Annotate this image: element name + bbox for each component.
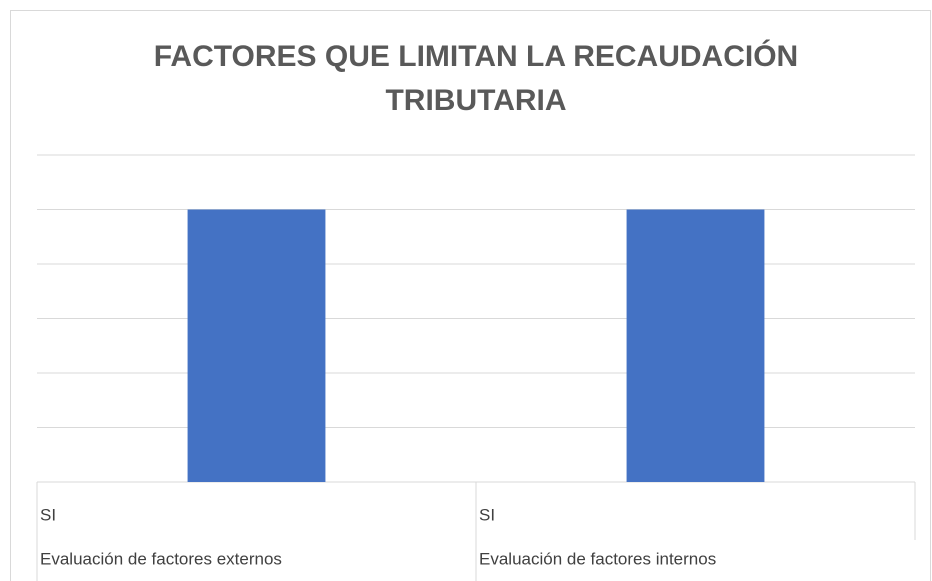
- x-group-label: Evaluación de factores internos: [479, 549, 716, 568]
- chart-frame: [10, 10, 931, 581]
- bar: [187, 209, 326, 482]
- bar: [626, 209, 765, 482]
- x-group-label: Evaluación de factores externos: [40, 549, 282, 568]
- chart-title: FACTORES QUE LIMITAN LA RECAUDACIÓN: [154, 39, 798, 73]
- x-tick-label: SI: [40, 505, 56, 524]
- chart-title: TRIBUTARIA: [385, 84, 566, 117]
- x-tick-label: SI: [479, 505, 495, 524]
